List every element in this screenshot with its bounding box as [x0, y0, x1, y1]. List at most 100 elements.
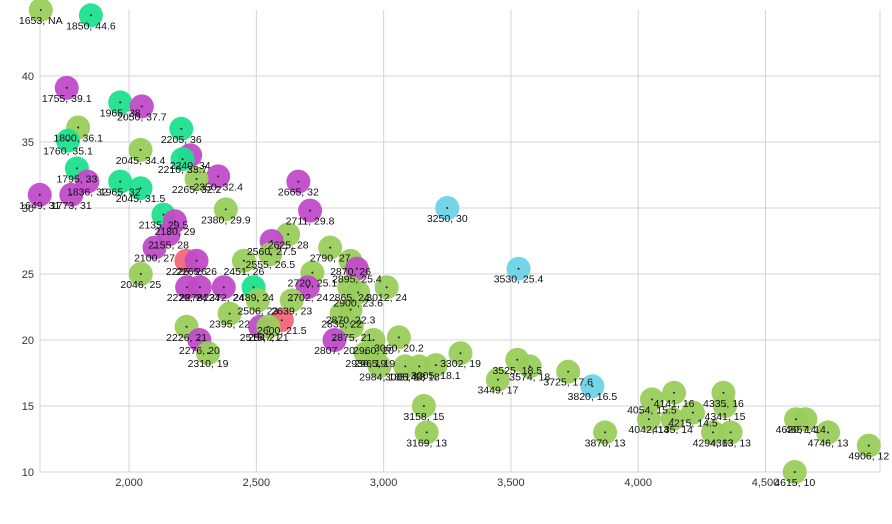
x-tick-label: 3,500 [497, 477, 525, 489]
data-label: 3302, 19 [440, 358, 481, 370]
data-label: 2310, 19 [188, 358, 229, 370]
data-point-center [691, 411, 694, 414]
data-label: 2865, 24 [329, 292, 370, 304]
x-tick-label: 2,000 [115, 477, 143, 489]
data-point-center [385, 286, 388, 289]
data-label: 4615, 10 [774, 477, 815, 489]
data-point-center [528, 365, 531, 368]
data-label: 2506, 23 [237, 305, 278, 317]
data-point-center [186, 286, 189, 289]
data-point-center [89, 14, 92, 17]
data-point-center [434, 364, 437, 367]
data-point-center [349, 308, 352, 311]
data-points [27, 0, 881, 484]
data-label: 2555, 26.5 [246, 259, 296, 271]
data-label: 2225, 26 [166, 266, 207, 278]
data-label: 2265, 32.2 [172, 184, 222, 196]
data-label: 2515, 21 [240, 332, 281, 344]
data-label: 1850, 44.6 [66, 20, 116, 32]
grid [39, 10, 881, 473]
data-label: 2380, 29.9 [201, 214, 251, 226]
data-point-center [290, 299, 293, 302]
data-point-center [827, 431, 830, 434]
data-point-center [673, 391, 676, 394]
data-point-center [162, 213, 165, 216]
y-tick-label: 20 [22, 335, 34, 347]
data-point-center [793, 471, 796, 473]
data-point-center [604, 431, 607, 434]
data-label: 2240, 34 [170, 160, 211, 172]
data-point-center [67, 139, 69, 142]
data-label: 2895, 25.4 [332, 274, 382, 286]
data-label: 3870, 13 [585, 437, 626, 449]
data-point-center [650, 398, 653, 401]
data-point-center [372, 339, 375, 341]
data-point-center [242, 259, 245, 262]
data-label: 3169, 13 [406, 437, 447, 449]
data-point-center [173, 220, 176, 223]
data-point-center [350, 325, 353, 328]
data-point-center [671, 418, 674, 421]
data-point-center [397, 336, 400, 339]
data-label: 2205, 36 [161, 134, 202, 146]
data-point-center [297, 180, 300, 183]
data-point-center [712, 431, 715, 434]
data-point-center [195, 177, 198, 180]
data-point-center [280, 319, 283, 322]
data-point-center [267, 325, 270, 328]
data-point-center [517, 267, 520, 270]
data-point-center [309, 209, 312, 212]
data-point-center [139, 273, 142, 275]
data-label: 2984, 18 [359, 371, 400, 383]
data-label: 2547, 21 [248, 332, 289, 344]
data-point-center [516, 358, 519, 361]
data-label: 2489, 24 [233, 292, 274, 304]
data-label: 2265, 26 [176, 266, 217, 278]
data-point-center [270, 240, 273, 242]
data-label: 2100, 27 [134, 253, 175, 265]
data-label: 3205, 18.1 [411, 370, 461, 382]
data-label: 2228, 24 [167, 292, 208, 304]
data-label: 2711, 29.8 [286, 216, 335, 228]
x-tick-label: 4,000 [624, 477, 652, 489]
data-point-center [140, 105, 143, 108]
data-label: 1653, NA [19, 15, 63, 27]
data-label: 4341, 15 [705, 411, 746, 423]
data-point-center [39, 9, 42, 11]
data-label: 2372, 24 [203, 292, 244, 304]
data-label: 2135, 29.5 [139, 220, 189, 232]
data-label: 2965, 19 [354, 358, 395, 370]
data-point-center [364, 352, 367, 355]
data-point-center [139, 187, 142, 190]
data-label: 2639, 23 [271, 305, 312, 317]
data-point-center [75, 167, 78, 170]
data-point-center [195, 259, 198, 262]
data-point-center [228, 312, 231, 315]
y-tick-label: 40 [22, 71, 34, 83]
data-label: 2350, 32.4 [193, 181, 243, 193]
data-label: 3158, 15 [403, 411, 444, 423]
data-point-center [418, 365, 421, 368]
data-label: 2835, 22 [321, 319, 362, 331]
data-point-center [425, 431, 428, 434]
data-label: 1965, 38 [100, 107, 141, 119]
data-point-center [207, 352, 209, 355]
data-label: 3574, 18 [509, 371, 550, 383]
data-label: 2702, 24 [287, 292, 328, 304]
data-label: 2045, 31.5 [116, 193, 166, 205]
data-point-center [181, 158, 184, 161]
data-label: 1795, 33 [56, 173, 97, 185]
data-point-center [333, 339, 336, 341]
x-tick-label: 2,500 [243, 477, 271, 489]
data-point-center [446, 207, 449, 209]
data-label: 3449, 17 [477, 385, 518, 397]
data-label: 3085, 18 [385, 371, 426, 383]
data-point-center [38, 193, 41, 196]
data-label: 3060, 20.2 [374, 342, 424, 354]
data-point-center [269, 253, 272, 256]
y-tick-label: 10 [22, 467, 34, 479]
data-point-center [77, 126, 80, 129]
axis-tick-labels: 10 15 20 25 30 35 40 2,000 2,500 3,000 3,500 4,000 4… [22, 71, 779, 489]
data-point-center [139, 148, 142, 151]
